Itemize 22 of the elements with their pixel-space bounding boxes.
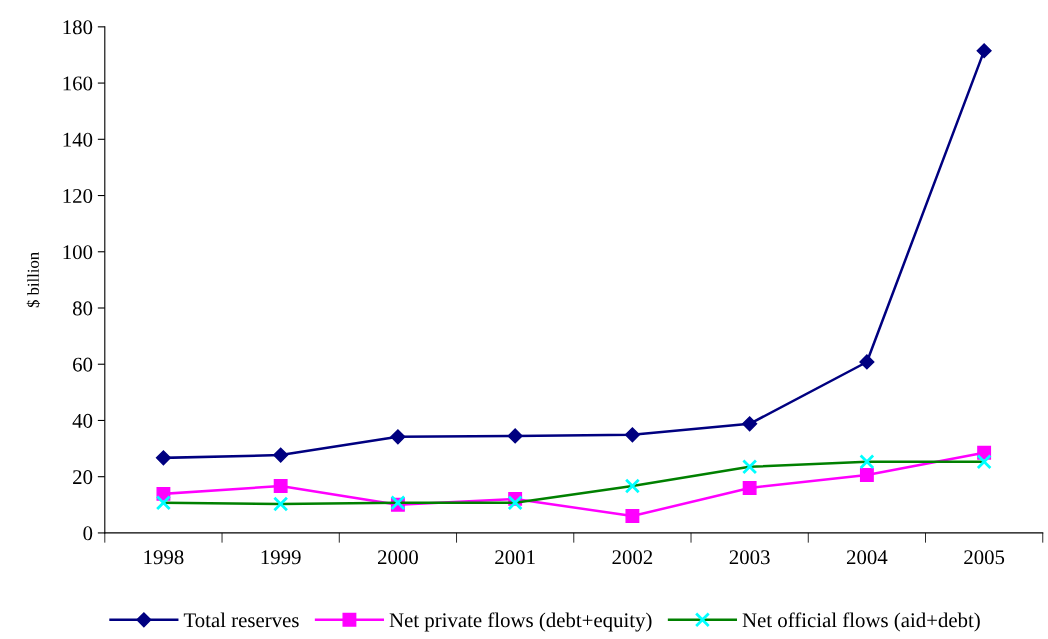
y-tick-label: 40 [72, 413, 93, 428]
legend-label: Total reserves [183, 612, 299, 628]
x-tick-label: 2002 [612, 550, 653, 565]
y-tick-label: 100 [63, 245, 93, 260]
y-tick-label: 140 [63, 132, 93, 147]
legend-label: Net private flows (debt+equity) [389, 612, 652, 632]
legend-label: Net official flows (aid+debt) [742, 612, 980, 632]
x-tick-label: 2003 [729, 550, 770, 565]
y-tick-label: 160 [63, 76, 93, 91]
y-tick-label: 60 [73, 357, 93, 372]
y-tick-label: 80 [72, 301, 93, 316]
y-axis-title: $ billion [26, 252, 41, 308]
y-tick-label: 0 [83, 526, 93, 541]
x-tick-label: 2004 [846, 550, 888, 565]
x-tick-label: 2001 [495, 550, 535, 565]
x-tick-label: 2005 [964, 550, 1005, 565]
x-tick-label: 2000 [377, 550, 418, 565]
x-tick-label: 1998 [144, 550, 184, 565]
y-tick-label: 20 [73, 470, 93, 485]
y-tick-label: 120 [63, 188, 93, 203]
y-tick-label: 180 [63, 20, 93, 35]
x-tick-label: 1999 [261, 550, 301, 565]
